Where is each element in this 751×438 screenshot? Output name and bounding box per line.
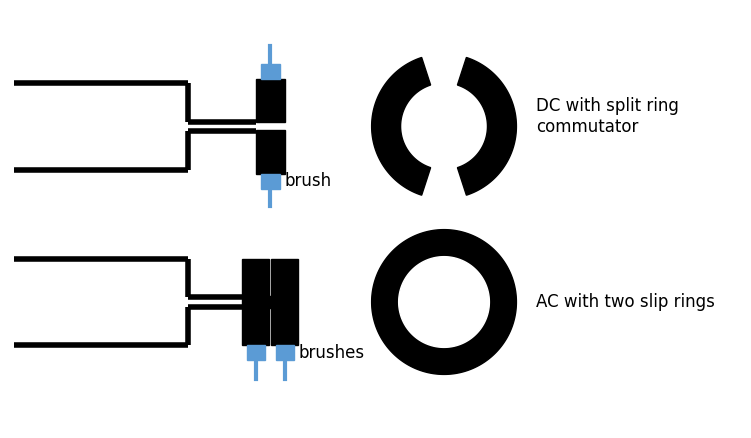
Bar bbox=[261, 173, 280, 189]
Bar bbox=[246, 346, 265, 360]
Bar bbox=[271, 258, 298, 346]
Bar bbox=[256, 130, 285, 173]
Bar bbox=[261, 64, 280, 79]
Polygon shape bbox=[372, 230, 517, 374]
Bar bbox=[243, 258, 270, 346]
Polygon shape bbox=[372, 57, 430, 195]
Bar bbox=[256, 79, 285, 123]
Polygon shape bbox=[399, 257, 490, 347]
Polygon shape bbox=[457, 57, 517, 195]
Text: AC with two slip rings: AC with two slip rings bbox=[535, 293, 715, 311]
Bar bbox=[276, 346, 294, 360]
Text: brush: brush bbox=[285, 173, 332, 191]
Text: brushes: brushes bbox=[299, 344, 365, 362]
Bar bbox=[270, 296, 271, 308]
Text: DC with split ring
commutator: DC with split ring commutator bbox=[535, 97, 679, 136]
